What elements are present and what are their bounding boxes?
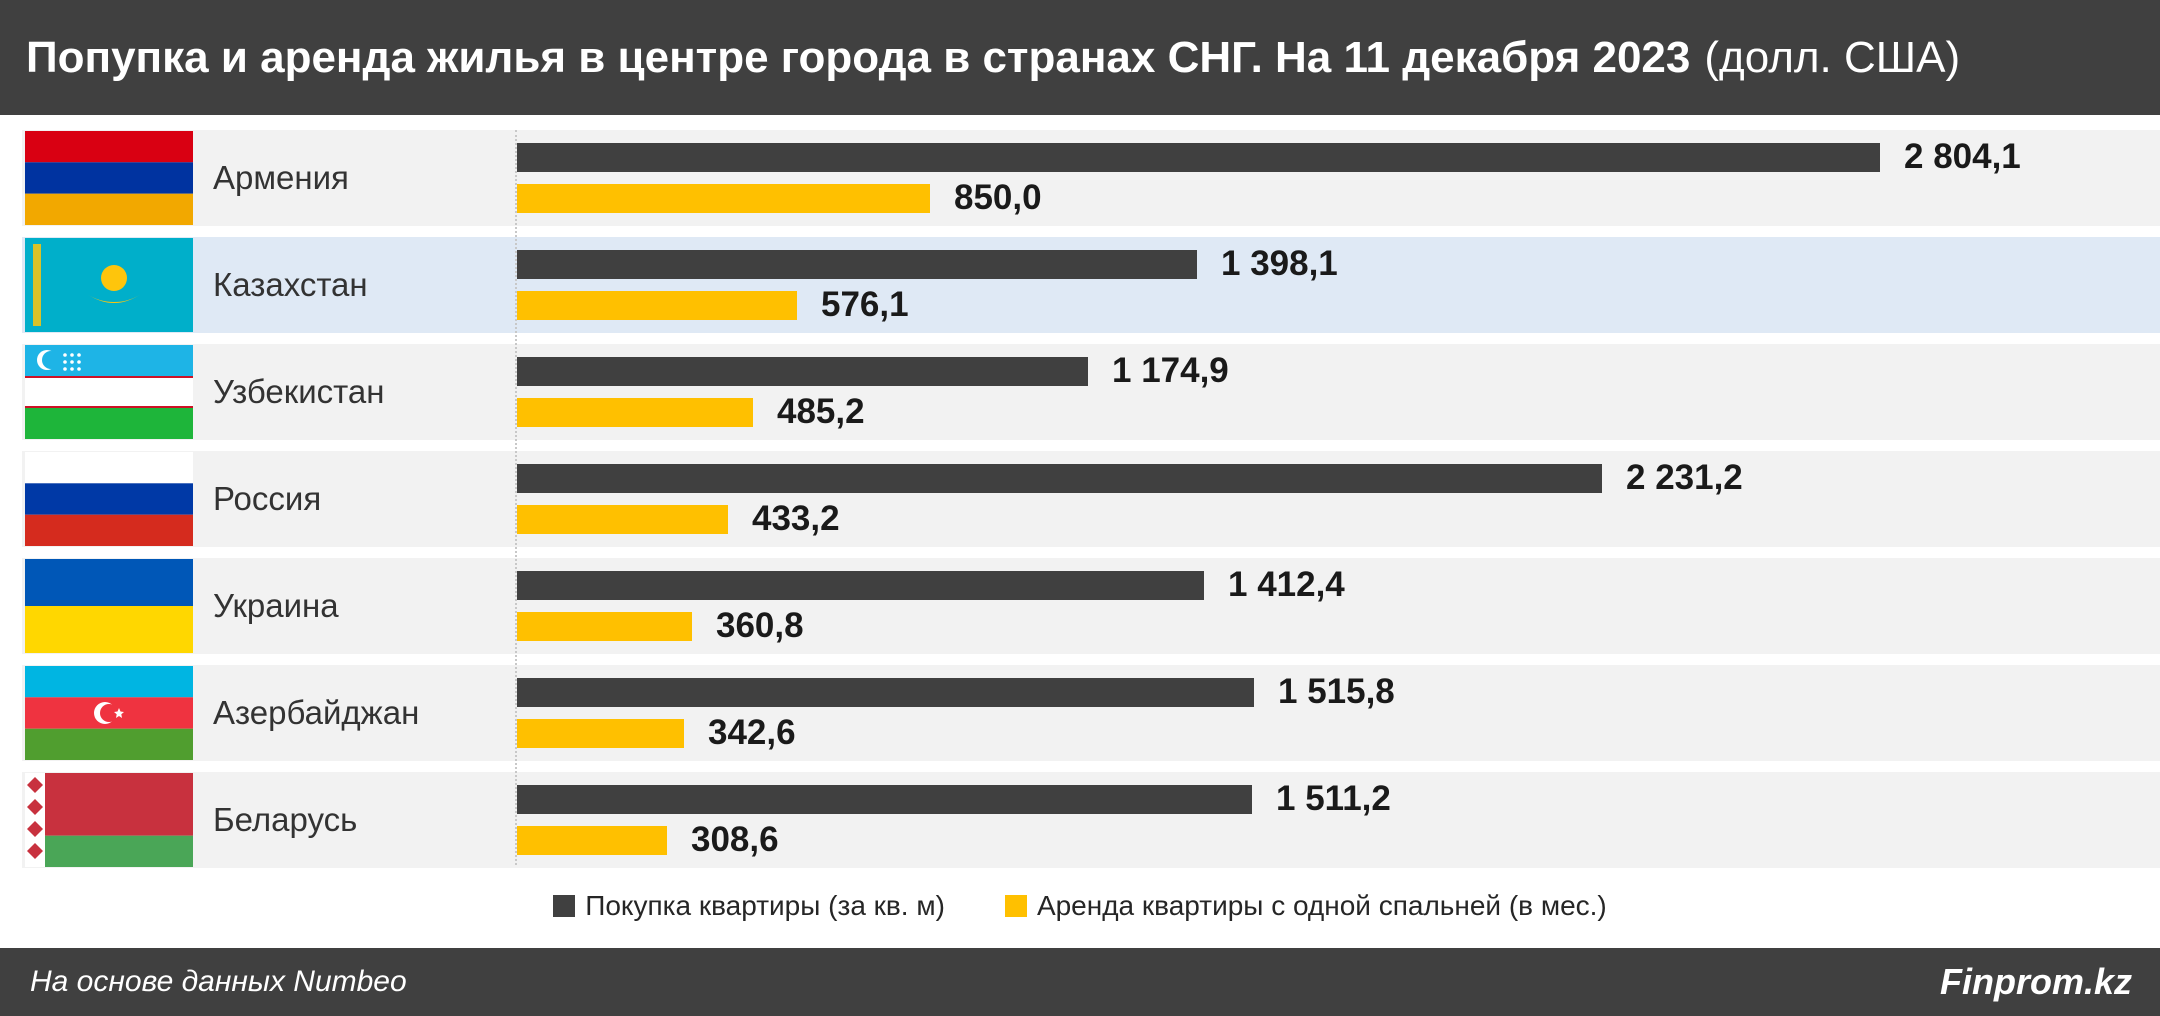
- chart-footer: На основе данных Numbeo Finprom.kz: [0, 948, 2160, 1016]
- brand-logo-text: Finprom.kz: [1939, 961, 2132, 1002]
- buy-value-label-6: 1 511,2: [1276, 779, 1391, 818]
- legend-label-rent: Аренда квартиры с одной спальней (в мес.…: [1036, 890, 1607, 921]
- legend-item-rent: Аренда квартиры с одной спальней (в мес.…: [1004, 890, 1607, 922]
- category-label: Россия: [213, 480, 322, 517]
- category-row-uzbekistan: Узбекистан: [22, 344, 2160, 440]
- buy-bar-2: [517, 357, 1088, 386]
- rent-value-label-1: 576,1: [821, 285, 909, 324]
- chart-unit: (долл. США): [1704, 32, 1961, 82]
- buy-value-label-0: 2 804,1: [1904, 137, 2021, 176]
- belarus-flag: [25, 773, 193, 867]
- chart-title: Попупка и аренда жилья в центре города в…: [26, 32, 1691, 82]
- buy-value-label-4: 1 412,4: [1228, 565, 1345, 604]
- buy-bar-4: [517, 571, 1204, 600]
- rent-bar-3: [517, 505, 728, 534]
- buy-value-label-1: 1 398,1: [1221, 244, 1338, 283]
- azerbaijan-flag: [25, 666, 193, 760]
- legend: Покупка квартиры (за кв. м) Аренда кварт…: [0, 886, 2160, 926]
- legend-item-buy: Покупка квартиры (за кв. м): [553, 890, 945, 922]
- ukraine-flag: [25, 559, 193, 653]
- rent-bar-4: [517, 612, 692, 641]
- category-label: Беларусь: [213, 801, 358, 838]
- russia-flag: [25, 452, 193, 546]
- rent-value-label-6: 308,6: [691, 820, 779, 859]
- rent-bar-6: [517, 826, 667, 855]
- rent-value-label-4: 360,8: [716, 606, 804, 645]
- category-label: Украина: [213, 587, 339, 624]
- legend-swatch-buy: [553, 895, 576, 917]
- legend-swatch-rent: [1004, 895, 1027, 917]
- rent-bar-5: [517, 719, 684, 748]
- legend-label-buy: Покупка квартиры (за кв. м): [585, 890, 945, 921]
- buy-bar-6: [517, 785, 1252, 814]
- rent-value-label-5: 342,6: [708, 713, 796, 752]
- rent-bar-1: [517, 291, 797, 320]
- buy-bar-1: [517, 250, 1197, 279]
- category-axis-line: [515, 130, 517, 865]
- rent-value-label-0: 850,0: [954, 178, 1042, 217]
- rent-bar-2: [517, 398, 753, 427]
- chart-header: Попупка и аренда жилья в центре города в…: [0, 0, 2160, 115]
- category-label: Азербайджан: [213, 694, 420, 731]
- buy-value-label-3: 2 231,2: [1626, 458, 1743, 497]
- buy-value-label-5: 1 515,8: [1278, 672, 1395, 711]
- category-label: Армения: [213, 159, 349, 196]
- kazakhstan-flag: [25, 238, 193, 332]
- rent-bar-0: [517, 184, 930, 213]
- buy-bar-3: [517, 464, 1602, 493]
- rent-value-label-3: 433,2: [752, 499, 840, 538]
- uzbekistan-flag: [25, 345, 193, 439]
- category-label: Казахстан: [213, 266, 368, 303]
- buy-value-label-2: 1 174,9: [1112, 351, 1229, 390]
- source-note: На основе данных Numbeo: [30, 965, 407, 998]
- buy-bar-0: [517, 143, 1880, 172]
- armenia-flag: [25, 131, 193, 225]
- category-label: Узбекистан: [213, 373, 385, 410]
- buy-bar-5: [517, 678, 1254, 707]
- rent-value-label-2: 485,2: [777, 392, 865, 431]
